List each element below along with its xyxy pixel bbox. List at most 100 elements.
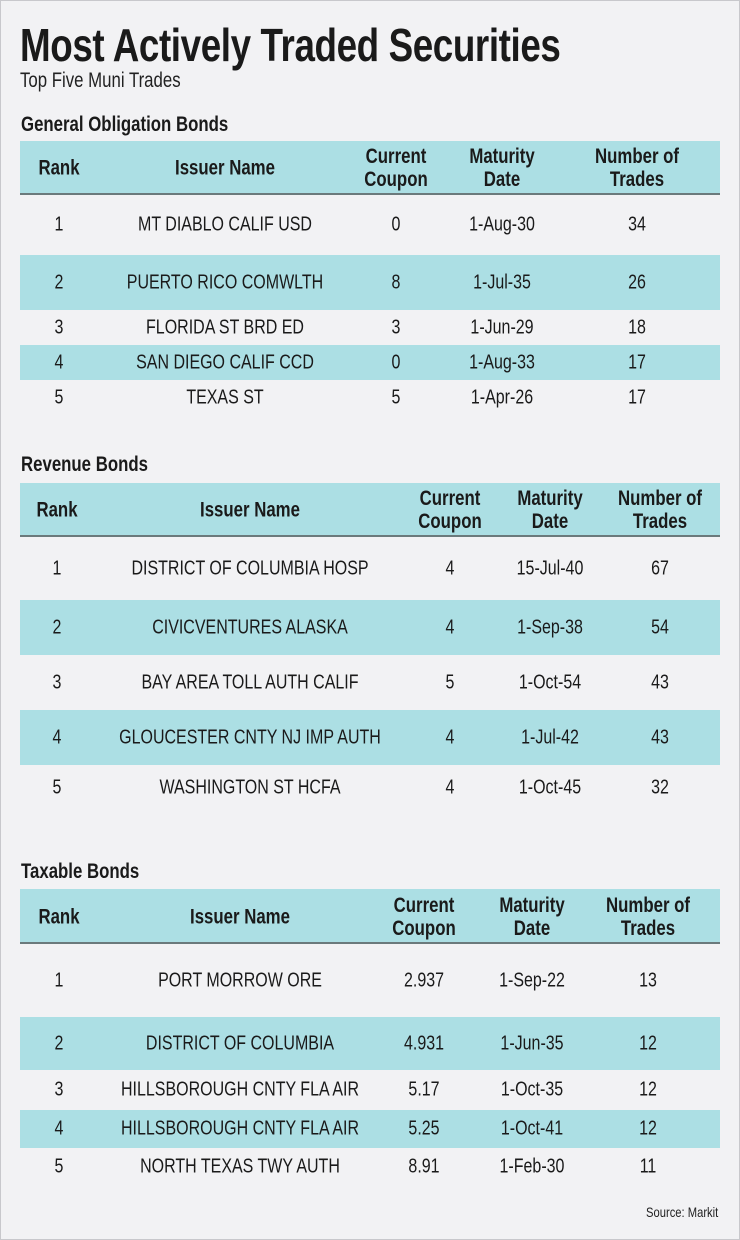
cell-number-of-trades: 34: [628, 213, 646, 236]
cell-number-of-trades: 17: [628, 351, 646, 373]
cell-issuer-name: HILLSBOROUGH CNTY FLA AIR: [121, 1117, 359, 1140]
cell-maturity-date: 15-Jul-40: [516, 557, 584, 579]
cell-number-of-trades: 17: [628, 386, 646, 408]
table-row: 4 GLOUCESTER CNTY NJ IMP AUTH 4 1-Jul-42 43: [20, 710, 720, 765]
cell-maturity-date: 1-Aug-33: [469, 351, 535, 373]
cell-number-of-trades: 43: [651, 671, 669, 693]
cell-number-of-trades: 12: [639, 1117, 657, 1140]
cell-issuer-name: SAN DIEGO CALIF CCD: [136, 351, 314, 373]
page-subtitle: Top Five Muni Trades: [20, 69, 181, 92]
source-note: Source: Markit: [645, 1204, 718, 1220]
header-issuer-name: Issuer Name: [190, 905, 290, 928]
header-rank: Rank: [36, 498, 78, 522]
cell-rank: 4: [54, 1117, 64, 1140]
cell-current-coupon: 5: [391, 386, 401, 408]
header-maturity-date: Maturity Date: [469, 145, 535, 191]
cell-issuer-name: GLOUCESTER CNTY NJ IMP AUTH: [119, 726, 381, 748]
cell-current-coupon: 8: [391, 271, 401, 293]
cell-maturity-date: 1-Oct-35: [500, 1078, 564, 1101]
header-number-of-trades: Number of Trades: [595, 145, 679, 191]
header-issuer-name: Issuer Name: [175, 156, 275, 180]
cell-maturity-date: 1-Jun-35: [500, 1032, 564, 1054]
table-row: 5 TEXAS ST 5 1-Apr-26 17: [20, 380, 720, 415]
cell-rank: 2: [54, 271, 64, 293]
page-title: Most Actively Traded Securities: [20, 19, 561, 71]
cell-rank: 4: [52, 726, 62, 748]
cell-current-coupon: 3: [391, 316, 401, 338]
table-row: 2 CIVICVENTURES ALASKA 4 1-Sep-38 54: [20, 600, 720, 655]
cell-rank: 3: [52, 671, 62, 693]
cell-maturity-date: 1-Apr-26: [470, 386, 534, 408]
cell-current-coupon: 4.931: [403, 1032, 445, 1054]
header-current-coupon: Current Coupon: [418, 487, 482, 533]
cell-number-of-trades: 18: [628, 316, 646, 338]
cell-rank: 1: [54, 213, 64, 236]
header-number-of-trades: Number of Trades: [606, 893, 690, 940]
cell-rank: 1: [52, 557, 62, 579]
header-current-coupon: Current Coupon: [364, 145, 428, 191]
cell-current-coupon: 4: [445, 726, 455, 748]
cell-issuer-name: PUERTO RICO COMWLTH: [126, 271, 324, 293]
cell-number-of-trades: 32: [651, 776, 669, 798]
cell-rank: 1: [54, 969, 64, 991]
cell-number-of-trades: 11: [639, 1155, 657, 1177]
cell-rank: 5: [52, 776, 62, 798]
cell-maturity-date: 1-Oct-45: [518, 776, 582, 798]
cell-issuer-name: DISTRICT OF COLUMBIA HOSP: [131, 557, 369, 579]
table-row: 4 HILLSBOROUGH CNTY FLA AIR 5.25 1-Oct-41 12: [20, 1110, 720, 1148]
cell-current-coupon: 4: [445, 616, 455, 638]
cell-current-coupon: 4: [445, 557, 455, 579]
cell-rank: 2: [52, 616, 62, 638]
cell-issuer-name: TEXAS ST: [186, 386, 264, 408]
table-row: 2 DISTRICT OF COLUMBIA 4.931 1-Jun-35 12: [20, 1017, 720, 1070]
cell-issuer-name: BAY AREA TOLL AUTH CALIF: [141, 671, 359, 693]
cell-maturity-date: 1-Jul-42: [521, 726, 579, 748]
table-row: 1 MT DIABLO CALIF USD 0 1-Aug-30 34: [20, 195, 720, 255]
cell-rank: 3: [54, 1078, 64, 1101]
cell-number-of-trades: 43: [651, 726, 669, 748]
cell-number-of-trades: 12: [639, 1032, 657, 1054]
table-row: 3 HILLSBOROUGH CNTY FLA AIR 5.17 1-Oct-35 12: [20, 1070, 720, 1110]
header-rank: Rank: [38, 905, 80, 928]
header-number-of-trades: Number of Trades: [618, 487, 702, 533]
cell-number-of-trades: 13: [639, 969, 657, 991]
cell-maturity-date: 1-Jun-29: [470, 316, 534, 338]
cell-rank: 3: [54, 316, 64, 338]
cell-current-coupon: 0: [391, 213, 401, 236]
cell-issuer-name: PORT MORROW ORE: [158, 969, 322, 991]
cell-maturity-date: 1-Sep-38: [517, 616, 583, 638]
cell-issuer-name: CIVICVENTURES ALASKA: [152, 616, 348, 638]
table-row: 3 FLORIDA ST BRD ED 3 1-Jun-29 18: [20, 310, 720, 345]
cell-rank: 2: [54, 1032, 64, 1054]
cell-rank: 5: [54, 1155, 64, 1177]
table-row: 1 PORT MORROW ORE 2.937 1-Sep-22 13: [20, 944, 720, 1017]
section-title: Revenue Bonds: [21, 453, 148, 476]
cell-rank: 5: [54, 386, 64, 408]
section-title: General Obligation Bonds: [21, 113, 229, 136]
table-header: Rank Issuer Name Current Coupon Maturity Date…: [20, 483, 720, 537]
cell-maturity-date: 1-Oct-54: [518, 671, 582, 693]
table-header: Rank Issuer Name Current Coupon Maturity Date…: [20, 889, 720, 944]
header-issuer-name: Issuer Name: [200, 498, 300, 522]
cell-maturity-date: 1-Oct-41: [500, 1117, 564, 1140]
section-title: Taxable Bonds: [21, 860, 140, 883]
cell-maturity-date: 1-Feb-30: [499, 1155, 565, 1177]
cell-current-coupon: 0: [391, 351, 401, 373]
table-row: 4 SAN DIEGO CALIF CCD 0 1-Aug-33 17: [20, 345, 720, 380]
cell-current-coupon: 5.17: [408, 1078, 440, 1101]
table-row: 2 PUERTO RICO COMWLTH 8 1-Jul-35 26: [20, 255, 720, 310]
table-row: 5 WASHINGTON ST HCFA 4 1-Oct-45 32: [20, 765, 720, 810]
header-maturity-date: Maturity Date: [517, 487, 583, 533]
cell-number-of-trades: 26: [628, 271, 646, 293]
header-rank: Rank: [38, 156, 80, 180]
cell-issuer-name: FLORIDA ST BRD ED: [146, 316, 304, 338]
cell-maturity-date: 1-Sep-22: [499, 969, 565, 991]
cell-current-coupon: 5.25: [408, 1117, 440, 1140]
cell-issuer-name: NORTH TEXAS TWY AUTH: [140, 1155, 340, 1177]
cell-current-coupon: 2.937: [403, 969, 445, 991]
cell-current-coupon: 8.91: [408, 1155, 440, 1177]
cell-number-of-trades: 67: [651, 557, 669, 579]
cell-issuer-name: DISTRICT OF COLUMBIA: [145, 1032, 335, 1054]
header-current-coupon: Current Coupon: [392, 893, 456, 940]
cell-issuer-name: WASHINGTON ST HCFA: [159, 776, 341, 798]
